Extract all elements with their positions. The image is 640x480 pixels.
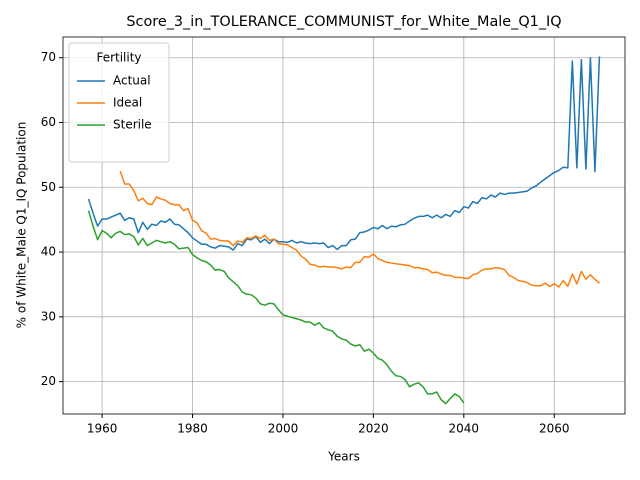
legend-label: Ideal [113, 96, 142, 110]
y-tick-label: 40 [41, 245, 56, 259]
line-series [119, 170, 600, 288]
line-series [87, 56, 601, 251]
x-tick-label: 2000 [268, 422, 299, 436]
x-tick-label: 2040 [449, 422, 480, 436]
plot-frame [62, 36, 626, 415]
x-tick-label: 2020 [358, 422, 389, 436]
chart-title: Score_3_in_TOLERANCE_COMMUNIST_for_White… [126, 14, 561, 30]
x-tick-label: 1980 [177, 422, 208, 436]
y-axis-label: % of White_Male Q1_IQ Population [15, 122, 29, 329]
x-tick-label: 2060 [539, 422, 570, 436]
legend: Fertility Actual Ideal Sterile [68, 42, 170, 163]
line-series [87, 210, 465, 405]
legend-title: Fertility [96, 51, 141, 65]
y-tick-label: 50 [41, 180, 56, 194]
y-tick-label: 70 [41, 50, 56, 64]
legend-box [68, 42, 170, 163]
legend-label: Actual [113, 74, 151, 88]
y-tick-label: 20 [41, 374, 56, 388]
x-tick-label: 1960 [87, 422, 118, 436]
y-tick-label: 60 [41, 115, 56, 129]
y-tick-label: 30 [41, 309, 56, 323]
legend-label: Sterile [113, 118, 152, 132]
x-axis-label: Years [327, 450, 360, 464]
